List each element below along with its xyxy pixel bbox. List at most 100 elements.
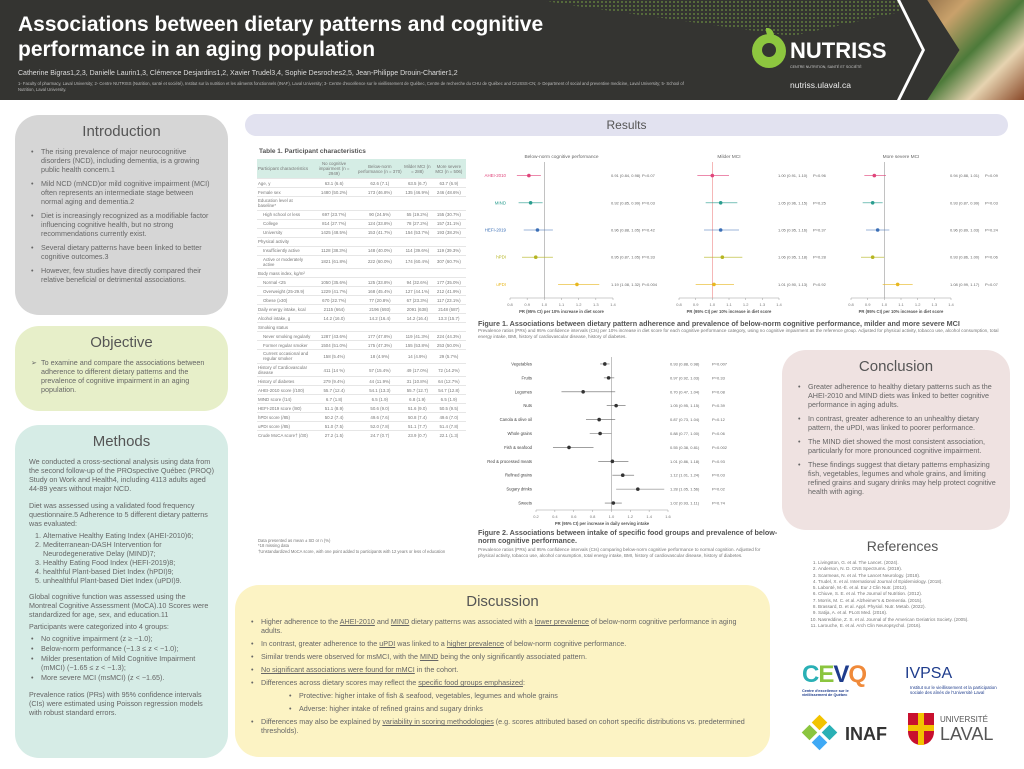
table-cell: 2091 (638) xyxy=(403,304,432,314)
participant-characteristics-table: Participant characteristics No cognitive … xyxy=(257,159,466,440)
table-cell: 94 (32.6%) xyxy=(403,277,432,287)
svg-text:1.01 (0.86, 1.18): 1.01 (0.86, 1.18) xyxy=(670,459,700,464)
table-cell: 51.1 (7.7) xyxy=(403,421,432,431)
table-cell: 168 (45.4%) xyxy=(356,286,404,296)
table-cell: 114 (39.6%) xyxy=(403,245,432,256)
svg-text:1.3: 1.3 xyxy=(932,302,938,307)
table-note: †Unstandardized MoCA score, with one poi… xyxy=(258,548,446,554)
table-cell: 173 (46.8%) xyxy=(356,187,404,197)
table-cell: 222 (60.0%) xyxy=(356,254,404,269)
svg-text:P=0.03: P=0.03 xyxy=(712,473,726,478)
svg-text:Refined grains: Refined grains xyxy=(505,473,532,478)
row-label: Alcohol intake, g xyxy=(257,313,312,323)
table-row: Physical activity xyxy=(257,236,466,247)
svg-text:P=0.004: P=0.004 xyxy=(642,282,658,287)
table-cell: 72 (14.2%) xyxy=(431,362,466,377)
table-row: Insufficiently active 1128 (38.3%) 148 (40… xyxy=(257,245,466,256)
forest-plot-food-groups: 0.2 0.4 0.6 0.8 1.0 1.2 1.4 1.6 PR (95% CI) per … xyxy=(487,357,728,526)
svg-text:P=0.93: P=0.93 xyxy=(712,459,726,464)
table-cell: 174 (60.4%) xyxy=(403,254,432,269)
laval-text-top: UNIVERSITÉ xyxy=(940,715,989,724)
svg-text:P=0.07: P=0.07 xyxy=(642,173,656,178)
table-row: High school or less 697 (23.7%) 90 (24.5%)… xyxy=(257,209,466,220)
svg-text:0.95 (0.87, 1.05): 0.95 (0.87, 1.05) xyxy=(611,255,641,260)
discussion-section: Discussion Higher adherence to the AHEI-… xyxy=(235,585,770,757)
table-cell: 77 (20.8%) xyxy=(356,295,404,305)
table-cell: 31 (10.8%) xyxy=(403,376,432,386)
table-cell: 1480 (50.2%) xyxy=(311,187,357,197)
row-label: Crude MoCA score† (/30) xyxy=(257,430,312,440)
laval-text-bottom: LAVAL xyxy=(940,724,994,744)
table-cell: 1229 (41.7%) xyxy=(311,286,357,296)
table-cell: 78 (27.2%) xyxy=(403,218,432,229)
conclusion-bullet: The MIND diet showed the most consistent… xyxy=(796,437,996,455)
table-cell: 67 (23.3%) xyxy=(403,295,432,305)
table-row: Former regular smoker 1504 (51.0%) 175 (47… xyxy=(257,340,466,350)
svg-text:0.9: 0.9 xyxy=(524,302,530,307)
svg-text:1.4: 1.4 xyxy=(646,514,652,519)
discussion-bullet: In contrast, greater adherence to the uP… xyxy=(249,639,756,648)
table-cell xyxy=(311,322,357,332)
table-title: Table 1. Participant characteristics xyxy=(259,148,366,155)
row-label: Age, y xyxy=(257,178,312,188)
logo-url[interactable]: nutriss.ulaval.ca xyxy=(790,80,851,90)
svg-text:P=0.28: P=0.28 xyxy=(813,255,827,260)
table-cell: 62.6 (7.1) xyxy=(356,178,404,188)
svg-text:PR (95% CI) per 10% increase i: PR (95% CI) per 10% increase in diet sco… xyxy=(519,309,604,314)
table-row: History of Cardiovascular disease 411 (14… xyxy=(257,362,466,377)
reference-item: Labonté, M.-È. et al. Eur J Clin Nutr. (… xyxy=(818,585,1015,591)
table-header: Participant characteristics xyxy=(257,159,312,179)
row-label: Female sex xyxy=(257,187,312,197)
pattern-item: healthful Plant-based Diet Index (hPDI)9… xyxy=(43,567,214,576)
table-cell: 52.0 (7.8) xyxy=(356,421,404,431)
table-row: Obese (≥30) 670 (22.7%) 77 (20.8%) 67 (23.3… xyxy=(257,295,466,305)
table-cell xyxy=(403,268,432,278)
row-label: Insufficiently active xyxy=(257,245,312,256)
logo-subtitle: CENTRE NUTRITION, SANTÉ ET SOCIÉTÉ xyxy=(790,65,862,69)
row-label: Current occasional and regular smoker xyxy=(257,349,312,364)
svg-text:1.1: 1.1 xyxy=(726,302,732,307)
objective-section: Objective To examine and compare the ass… xyxy=(15,326,228,411)
affiliations: 1- Faculty of pharmacy, Laval University… xyxy=(18,81,684,92)
svg-text:Below-norm cognitive performan: Below-norm cognitive performance xyxy=(524,154,598,160)
svg-text:1.1: 1.1 xyxy=(559,302,565,307)
svg-text:1.01 (0.90, 1.13): 1.01 (0.90, 1.13) xyxy=(778,282,808,287)
table-cell: 49.6 (7.6) xyxy=(356,412,404,422)
table-cell: 6.7 (1.8) xyxy=(311,394,357,404)
svg-text:P=0.33: P=0.33 xyxy=(712,375,726,380)
table-cell: 44 (11.9%) xyxy=(356,376,404,386)
svg-text:P=0.002: P=0.002 xyxy=(712,445,728,450)
objective-bullet: To examine and compare the associations … xyxy=(29,358,214,394)
row-label: Former regular smoker xyxy=(257,340,312,350)
row-label: Physical activity xyxy=(257,236,312,247)
table-cell: 1504 (51.0%) xyxy=(311,340,357,350)
svg-text:1.0: 1.0 xyxy=(542,302,548,307)
row-label: University xyxy=(257,227,312,238)
table-cell xyxy=(311,268,357,278)
discussion-sub-bullet: Protective: higher intake of fish & seaf… xyxy=(249,691,756,700)
svg-text:1.2: 1.2 xyxy=(743,302,749,307)
table-cell: 157 (31.1%) xyxy=(431,218,466,229)
table-cell: 54.1 (13.3) xyxy=(356,385,404,395)
svg-text:P=0.03: P=0.03 xyxy=(642,200,656,205)
table-row: Alcohol intake, g 14.2 (16.0) 14.2 (16.4) 1… xyxy=(257,313,466,323)
table-cell: 224 (44.3%) xyxy=(431,331,466,341)
group-item: No cognitive impairment (z ≥ −1.0); xyxy=(29,634,214,643)
table-cell: 148 (40.0%) xyxy=(356,245,404,256)
table-cell: 63.7 (6.9) xyxy=(431,178,466,188)
svg-text:Milder MCI: Milder MCI xyxy=(717,154,740,160)
svg-text:MIND: MIND xyxy=(495,200,506,205)
reference-item: Nasreddine, Z. S. et al. Journal of the … xyxy=(818,617,1015,623)
table-row: Normal <25 1050 (35.6%) 125 (33.8%) 94 (32.… xyxy=(257,277,466,287)
svg-text:0.55 (0.38, 0.81): 0.55 (0.38, 0.81) xyxy=(670,445,700,450)
row-label: College xyxy=(257,218,312,229)
table-row: uPDI score (/85) 51.0 (7.5) 52.0 (7.8) 51.1… xyxy=(257,421,466,431)
discussion-bullet: No significant associations were found f… xyxy=(249,665,756,674)
row-label: History of Cardiovascular disease xyxy=(257,362,312,377)
intro-bullet: Several dietary patterns have been linke… xyxy=(29,243,214,261)
table-cell: 51.4 (7.8) xyxy=(431,421,466,431)
row-label: Active or moderately active xyxy=(257,254,312,269)
svg-text:0.4: 0.4 xyxy=(552,514,558,519)
laval-shield-icon xyxy=(908,713,934,745)
table-cell: 63.1 (6.6) xyxy=(311,178,357,188)
